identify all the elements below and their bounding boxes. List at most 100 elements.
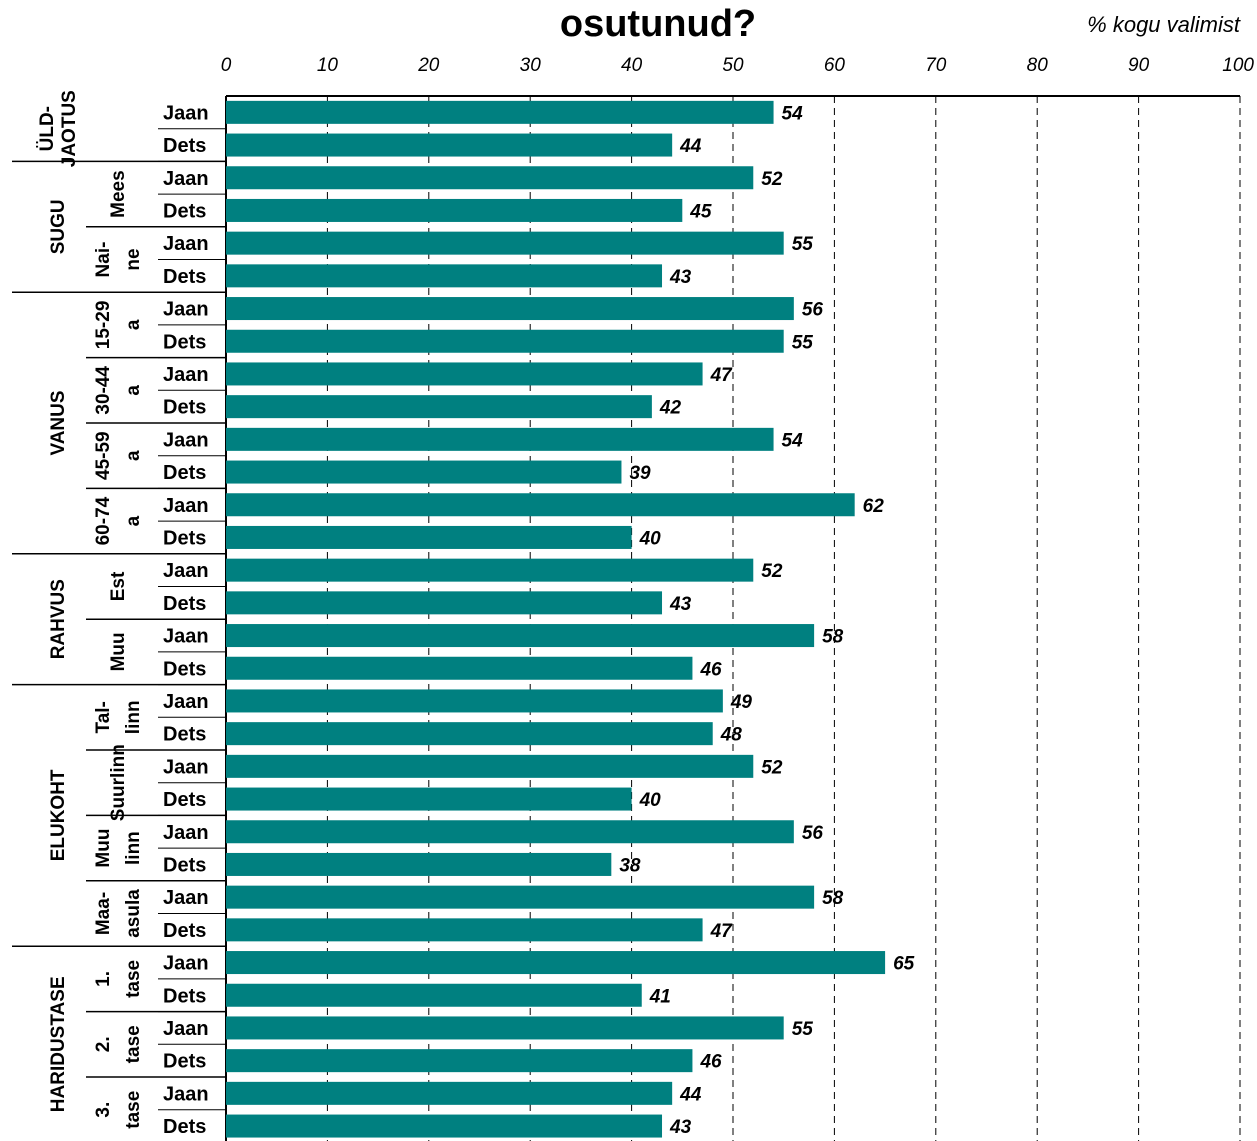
bar: [226, 362, 703, 386]
bar: [226, 852, 612, 876]
x-tick-label: 100: [1222, 55, 1254, 76]
unit-label: % kogu valimist: [1087, 12, 1241, 37]
row-label: Jaan: [163, 1018, 209, 1040]
data-label: 46: [699, 1052, 722, 1073]
chart-title: osutunud?: [560, 3, 756, 45]
x-tick-label: 70: [925, 55, 947, 76]
group-label: SUGU: [48, 199, 69, 254]
row-label: Jaan: [163, 691, 209, 713]
data-label: 39: [629, 463, 651, 484]
x-tick-label: 80: [1027, 55, 1049, 76]
bar: [226, 264, 663, 288]
row-label: Jaan: [163, 626, 209, 648]
x-tick-label: 60: [824, 55, 846, 76]
bar: [226, 787, 632, 811]
row-label: Dets: [163, 200, 206, 222]
subgroup-label: Suurlinn: [108, 744, 129, 821]
group-label: ELUKOHT: [48, 769, 69, 861]
row-label: Dets: [163, 920, 206, 942]
subgroup-label: Nai-ne: [93, 242, 144, 278]
bar: [226, 951, 886, 975]
row-label: Jaan: [163, 299, 209, 321]
bar: [226, 885, 815, 909]
bar: [226, 231, 784, 255]
row-label: Dets: [163, 331, 206, 353]
subgroup-label: Maa-asula: [93, 889, 144, 938]
data-label: 52: [761, 757, 783, 778]
bar: [226, 525, 632, 549]
bar: [226, 1114, 663, 1138]
row-label: Jaan: [163, 233, 209, 255]
data-label: 55: [792, 1019, 814, 1040]
data-label: 55: [792, 234, 814, 255]
bar: [226, 754, 754, 778]
row-label: Jaan: [163, 102, 209, 124]
bar: [226, 558, 754, 582]
bar: [226, 918, 703, 942]
data-label: 46: [699, 659, 722, 680]
data-label: 54: [782, 430, 804, 451]
bar: [226, 427, 774, 451]
bar: [226, 820, 794, 844]
data-label: 58: [822, 627, 844, 648]
row-labels: Jaan Dets Jaan Dets Jaan Dets Jaan Dets Jaan Dets…: [158, 102, 226, 1138]
bar: [226, 133, 673, 157]
row-label: Dets: [163, 1116, 206, 1138]
x-tick-label: 50: [722, 55, 744, 76]
bar: [226, 395, 652, 419]
data-label: 48: [720, 725, 743, 746]
x-tick-label: 40: [621, 55, 643, 76]
data-label: 38: [619, 855, 641, 876]
subgroup-label: Mees: [108, 170, 129, 218]
row-label: Dets: [163, 266, 206, 288]
row-label: Dets: [163, 658, 206, 680]
group-label: HARIDUSTASE: [48, 976, 69, 1112]
data-label: 58: [822, 888, 844, 909]
bar: [226, 983, 642, 1007]
row-label: Dets: [163, 135, 206, 157]
x-tick-label: 0: [221, 55, 232, 76]
row-label: Dets: [163, 527, 206, 549]
bar: [226, 100, 774, 124]
row-label: Jaan: [163, 887, 209, 909]
bar: [226, 166, 754, 190]
bar: [226, 1016, 784, 1040]
row-label: Jaan: [163, 429, 209, 451]
bar: [226, 198, 683, 222]
bars: 54 44 52 45 55 43 56 55 47 42 54 39 62 40 52 43 58 46 49 48…: [226, 100, 915, 1138]
subgroup-label: 1. tase: [93, 960, 144, 998]
x-tick-label: 10: [317, 55, 339, 76]
bar: [226, 329, 784, 353]
data-label: 43: [669, 267, 692, 288]
row-label: Dets: [163, 854, 206, 876]
bar: [226, 297, 794, 321]
subgroup-label: Tal-linn: [93, 700, 144, 734]
x-tick-label: 30: [520, 55, 542, 76]
subgroup-label: 60-74 a: [93, 496, 144, 545]
data-label: 44: [679, 136, 702, 157]
data-label: 42: [659, 398, 682, 419]
bar: [226, 689, 723, 713]
group-label: RAHVUS: [48, 579, 69, 659]
bar: [226, 493, 855, 517]
bar: [226, 722, 713, 746]
x-tick-label: 20: [417, 55, 440, 76]
row-label: Jaan: [163, 560, 209, 582]
subgroup-label: Est: [108, 571, 129, 601]
data-label: 52: [761, 169, 783, 190]
subgroup-label: Muu: [108, 632, 129, 671]
row-label: Dets: [163, 789, 206, 811]
row-label: Dets: [163, 462, 206, 484]
row-label: Jaan: [163, 1083, 209, 1105]
data-label: 43: [669, 594, 692, 615]
row-label: Jaan: [163, 756, 209, 778]
data-label: 47: [710, 921, 734, 942]
data-label: 45: [689, 201, 712, 222]
subgroup-label: 3. tase: [93, 1091, 144, 1129]
row-label: Jaan: [163, 364, 209, 386]
data-label: 62: [863, 496, 885, 517]
row-label: Jaan: [163, 168, 209, 190]
row-label: Dets: [163, 397, 206, 419]
bar: [226, 624, 815, 648]
